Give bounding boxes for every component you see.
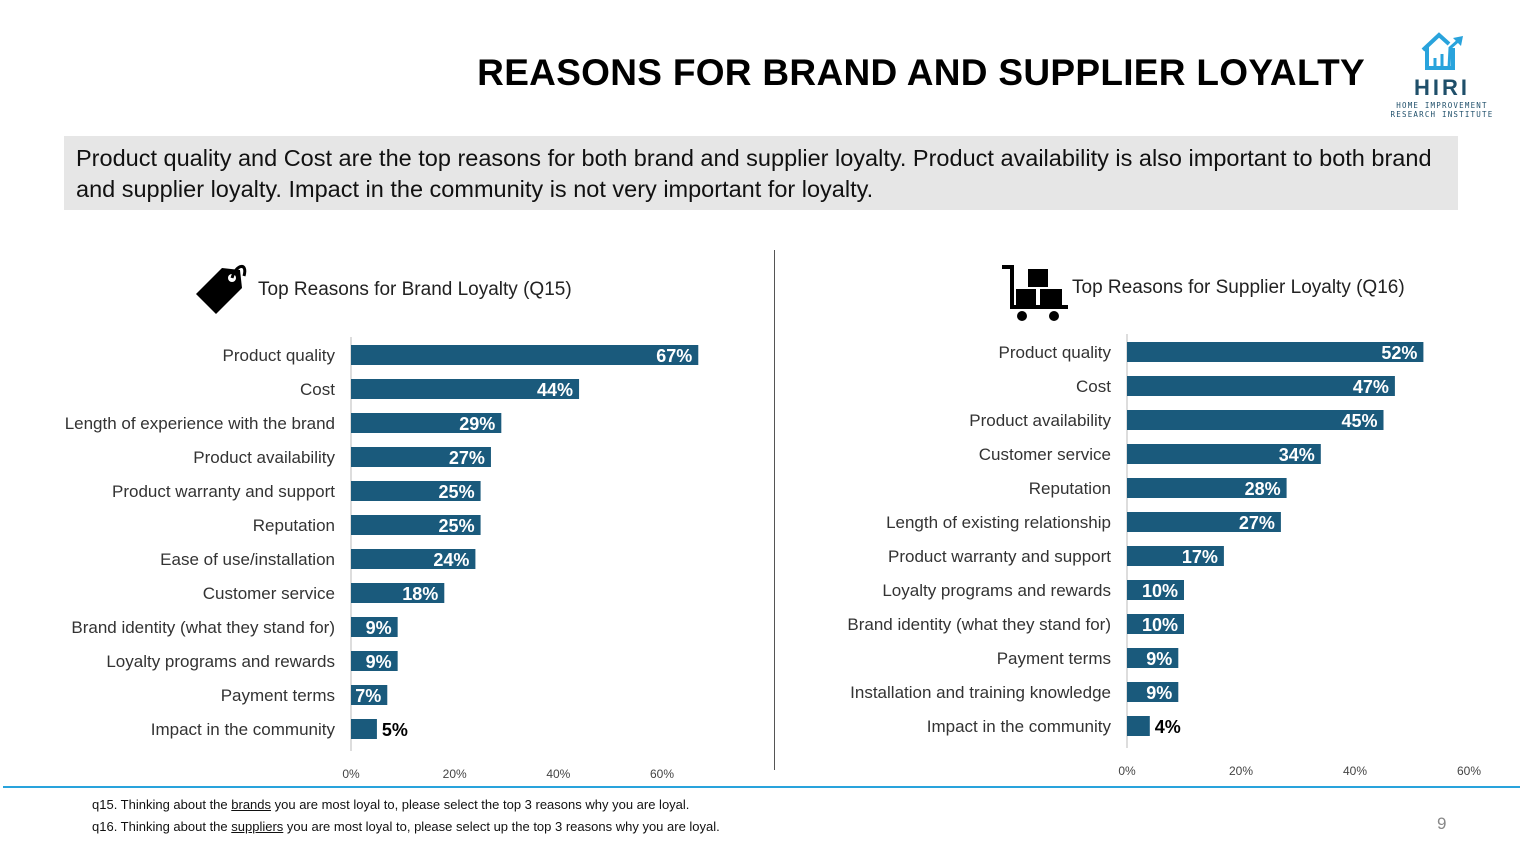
category-label: Loyalty programs and rewards	[882, 581, 1111, 600]
data-label: 45%	[1341, 411, 1377, 431]
category-label: Loyalty programs and rewards	[106, 652, 335, 671]
data-label: 9%	[366, 652, 392, 672]
category-label: Product availability	[969, 411, 1111, 430]
category-label: Product quality	[223, 346, 336, 365]
bar	[1127, 410, 1384, 430]
data-label: 4%	[1155, 717, 1181, 737]
data-label: 44%	[537, 380, 573, 400]
footnote-q15: q15. Thinking about the brands you are m…	[92, 797, 690, 812]
category-label: Length of existing relationship	[886, 513, 1111, 532]
brand-chart-title: Top Reasons for Brand Loyalty (Q15)	[258, 279, 572, 300]
page-title: REASONS FOR BRAND AND SUPPLIER LOYALTY	[477, 52, 1365, 93]
footer-divider	[3, 786, 1520, 788]
bar	[1127, 546, 1224, 566]
data-label: 10%	[1142, 581, 1178, 601]
bar	[1127, 648, 1179, 668]
bar	[1127, 342, 1424, 362]
bar	[351, 685, 388, 705]
logo-subtitle: HOME IMPROVEMENT	[1396, 101, 1488, 110]
category-label: Impact in the community	[151, 720, 336, 739]
footnote-q16: q16. Thinking about the suppliers you ar…	[92, 819, 720, 834]
x-tick-label: 20%	[1229, 764, 1253, 777]
x-tick-label: 60%	[650, 767, 674, 780]
data-label: 5%	[382, 720, 408, 740]
category-label: Customer service	[203, 584, 335, 603]
data-label: 34%	[1279, 445, 1315, 465]
data-label: 29%	[459, 414, 495, 434]
bar	[351, 447, 491, 467]
category-label: Installation and training knowledge	[850, 683, 1111, 702]
data-label: 9%	[1146, 649, 1172, 669]
bar	[351, 413, 502, 433]
category-label: Cost	[300, 380, 335, 399]
category-label: Brand identity (what they stand for)	[847, 615, 1111, 634]
category-label: Reputation	[1029, 479, 1111, 498]
category-label: Product quality	[999, 343, 1112, 362]
category-label: Reputation	[253, 516, 335, 535]
category-label: Brand identity (what they stand for)	[71, 618, 335, 637]
data-label: 27%	[1239, 513, 1275, 533]
price-tag-icon	[196, 265, 247, 314]
data-label: 17%	[1182, 547, 1218, 567]
supplier-loyalty-chart: Product quality 52% Cost 47% Product availab…	[847, 334, 1481, 777]
supplier-chart-title: Top Reasons for Supplier Loyalty (Q16)	[1072, 277, 1405, 298]
bar	[1127, 478, 1287, 498]
bar	[351, 583, 445, 603]
summary-box: Product quality and Cost are the top rea…	[64, 136, 1458, 210]
bar	[1127, 512, 1281, 532]
category-label: Product warranty and support	[888, 547, 1111, 566]
bar	[351, 379, 580, 399]
brand-loyalty-chart: Product quality 67% Cost 44% Length of exper…	[65, 337, 699, 780]
chart-divider	[774, 250, 775, 770]
cart-icon	[1002, 265, 1068, 321]
logo-name: HIRI	[1414, 75, 1470, 100]
category-label: Length of experience with the brand	[65, 414, 335, 433]
data-label: 52%	[1381, 343, 1417, 363]
page-number: 9	[1437, 814, 1447, 833]
data-label: 25%	[439, 482, 475, 502]
bar	[1127, 614, 1184, 634]
data-label: 25%	[439, 516, 475, 536]
bar	[351, 651, 398, 671]
x-tick-label: 0%	[1118, 764, 1136, 777]
category-label: Ease of use/installation	[160, 550, 335, 569]
bar	[1127, 444, 1321, 464]
category-label: Product warranty and support	[112, 482, 335, 501]
data-label: 27%	[449, 448, 485, 468]
logo-subtitle: RESEARCH INSTITUTE	[1390, 110, 1494, 119]
data-label: 67%	[656, 346, 692, 366]
data-label: 9%	[1146, 683, 1172, 703]
bar	[351, 617, 398, 637]
bar	[351, 549, 476, 569]
bar	[1127, 376, 1395, 396]
category-label: Product availability	[193, 448, 335, 467]
category-label: Impact in the community	[927, 717, 1112, 736]
x-tick-label: 20%	[443, 767, 467, 780]
x-tick-label: 40%	[1343, 764, 1367, 777]
x-tick-label: 0%	[342, 767, 360, 780]
category-label: Customer service	[979, 445, 1111, 464]
category-label: Payment terms	[997, 649, 1111, 668]
bar	[351, 345, 699, 365]
bar	[1127, 716, 1150, 736]
data-label: 47%	[1353, 377, 1389, 397]
data-label: 10%	[1142, 615, 1178, 635]
bar	[1127, 682, 1179, 702]
bar	[351, 481, 481, 501]
hiri-logo: HIRI HOME IMPROVEMENT RESEARCH INSTITUTE	[1388, 30, 1496, 119]
bar	[351, 719, 377, 739]
data-label: 7%	[355, 686, 381, 706]
data-label: 24%	[433, 550, 469, 570]
category-label: Payment terms	[221, 686, 335, 705]
bar	[1127, 580, 1184, 600]
bar	[351, 515, 481, 535]
data-label: 18%	[402, 584, 438, 604]
house-icon	[1421, 32, 1463, 70]
x-tick-label: 40%	[546, 767, 570, 780]
category-label: Cost	[1076, 377, 1111, 396]
x-tick-label: 60%	[1457, 764, 1481, 777]
data-label: 28%	[1245, 479, 1281, 499]
data-label: 9%	[366, 618, 392, 638]
